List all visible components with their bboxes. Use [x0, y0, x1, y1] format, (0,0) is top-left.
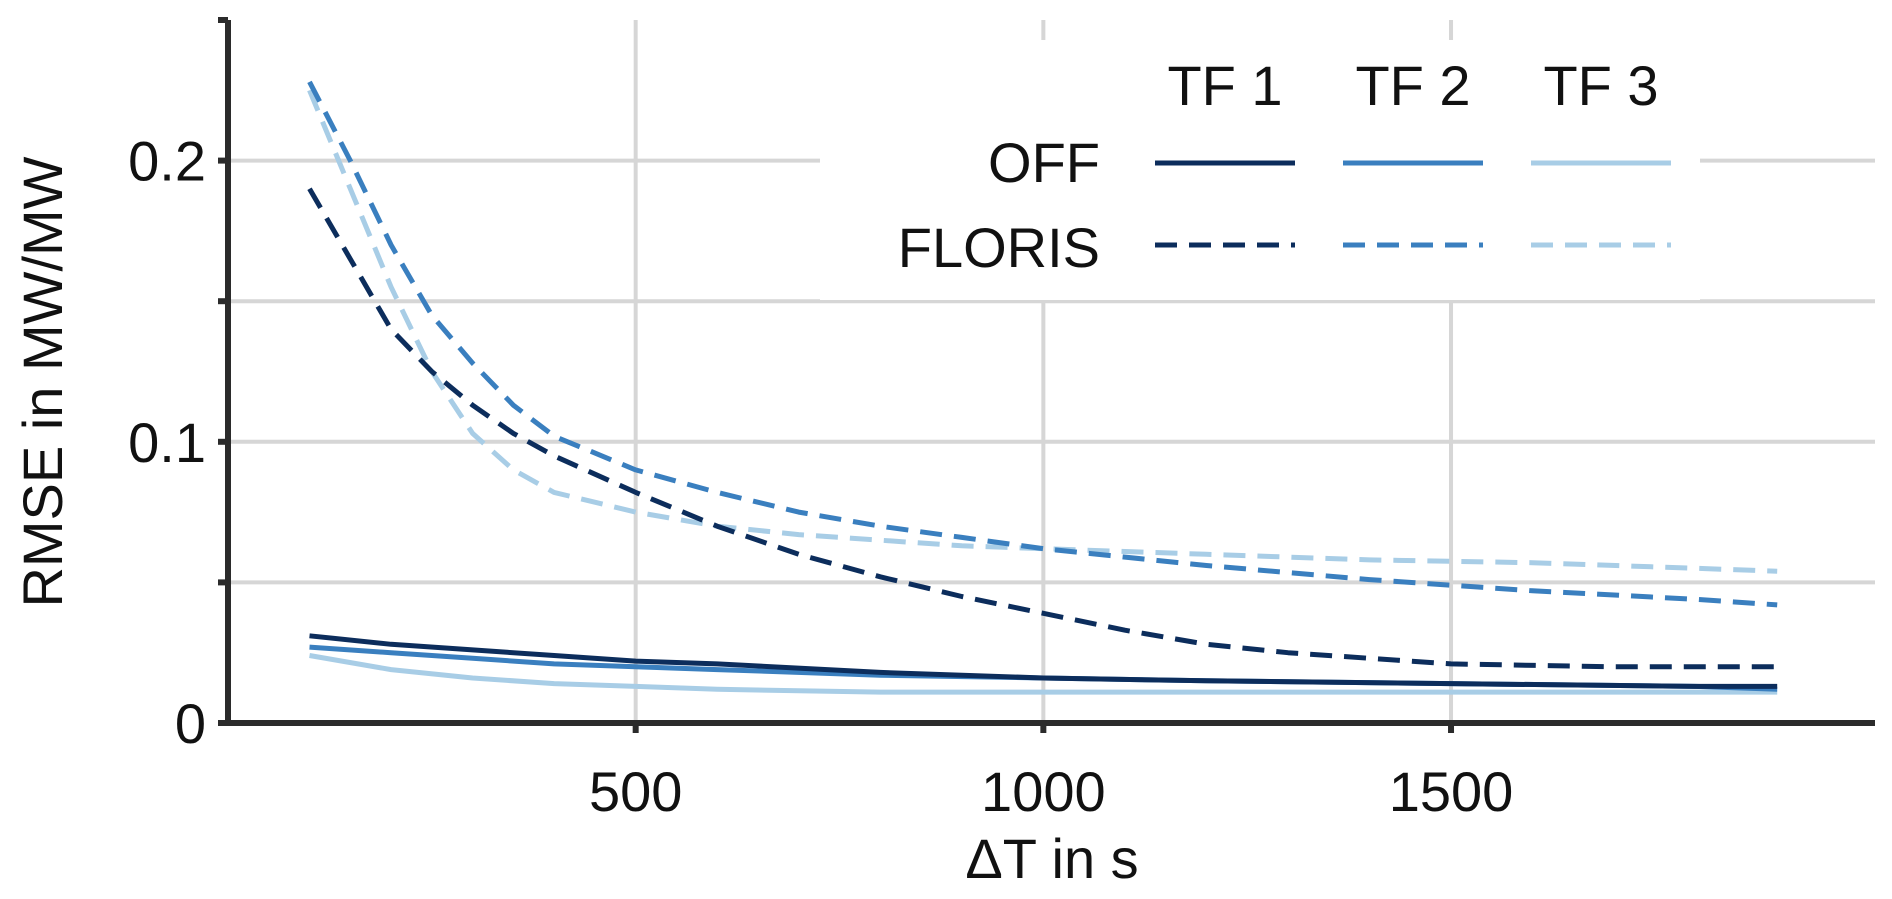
legend-background [820, 40, 1700, 300]
legend: TF 1 TF 2 TF 3 OFF FLORIS [820, 40, 1700, 300]
legend-column-tf3: TF 3 [1543, 54, 1658, 117]
ticks: 500 1000 1500 0 0.1 0.2 [128, 17, 1514, 823]
x-tick-label: 1000 [981, 760, 1106, 823]
series-off-tf3 [309, 653, 1778, 695]
legend-column-tf1: TF 1 [1167, 54, 1282, 117]
axes [225, 20, 1875, 726]
legend-row-off: OFF [988, 131, 1100, 194]
legend-swatches [1155, 160, 1671, 248]
y-tick-label: 0 [175, 692, 206, 755]
legend-row-floris: FLORIS [898, 216, 1100, 279]
y-tick-label: 0.1 [128, 411, 206, 474]
data-series [307, 80, 1778, 695]
x-tick-label: 1500 [1389, 760, 1514, 823]
y-axis-title: RMSE in MW/MW [11, 156, 74, 607]
y-tick-label: 0.2 [128, 130, 206, 193]
legend-column-tf2: TF 2 [1355, 54, 1470, 117]
x-tick-label: 500 [589, 760, 682, 823]
series-floris-tf3 [307, 89, 1778, 574]
x-axis-title: ΔT in s [965, 827, 1138, 890]
series-off-tf1 [309, 633, 1778, 689]
series-floris-tf2 [307, 80, 1778, 608]
series-floris-tf1 [307, 187, 1778, 670]
